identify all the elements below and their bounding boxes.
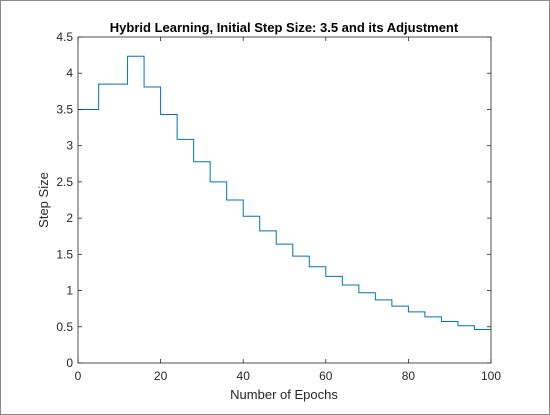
- plot-area: 0 20 40 60 80 100 0 0.5 1 1.5 2 2.5 3 3.5 4 4.5: [56, 30, 501, 383]
- y-tick-label: 1: [66, 284, 73, 298]
- x-tick-label: 60: [319, 369, 333, 383]
- x-tick-label: 100: [481, 369, 501, 383]
- x-tick-label: 0: [75, 369, 82, 383]
- y-tick-label: 3: [66, 139, 73, 153]
- y-tick-label: 4.5: [56, 30, 73, 44]
- y-tick-label: 0: [66, 356, 73, 370]
- y-tick-label: 0.5: [56, 320, 73, 334]
- y-tick-label: 1.5: [56, 247, 73, 261]
- y-tick-label: 2.5: [56, 175, 73, 189]
- y-tick-label: 2: [66, 211, 73, 225]
- series-line-1: [78, 55, 491, 330]
- axes-box: [77, 36, 492, 364]
- x-tick-label: 80: [402, 369, 416, 383]
- x-tick-label: 20: [154, 369, 168, 383]
- chart-title: Hybrid Learning, Initial Step Size: 3.5 …: [110, 20, 459, 35]
- y-tick-label: 4: [66, 66, 73, 80]
- axes-background: [78, 37, 491, 363]
- y-tick-label: 3.5: [56, 102, 73, 116]
- y-axis-label: Step Size: [36, 172, 51, 228]
- x-axis-label: Number of Epochs: [230, 387, 338, 402]
- x-tick-label: 40: [237, 369, 251, 383]
